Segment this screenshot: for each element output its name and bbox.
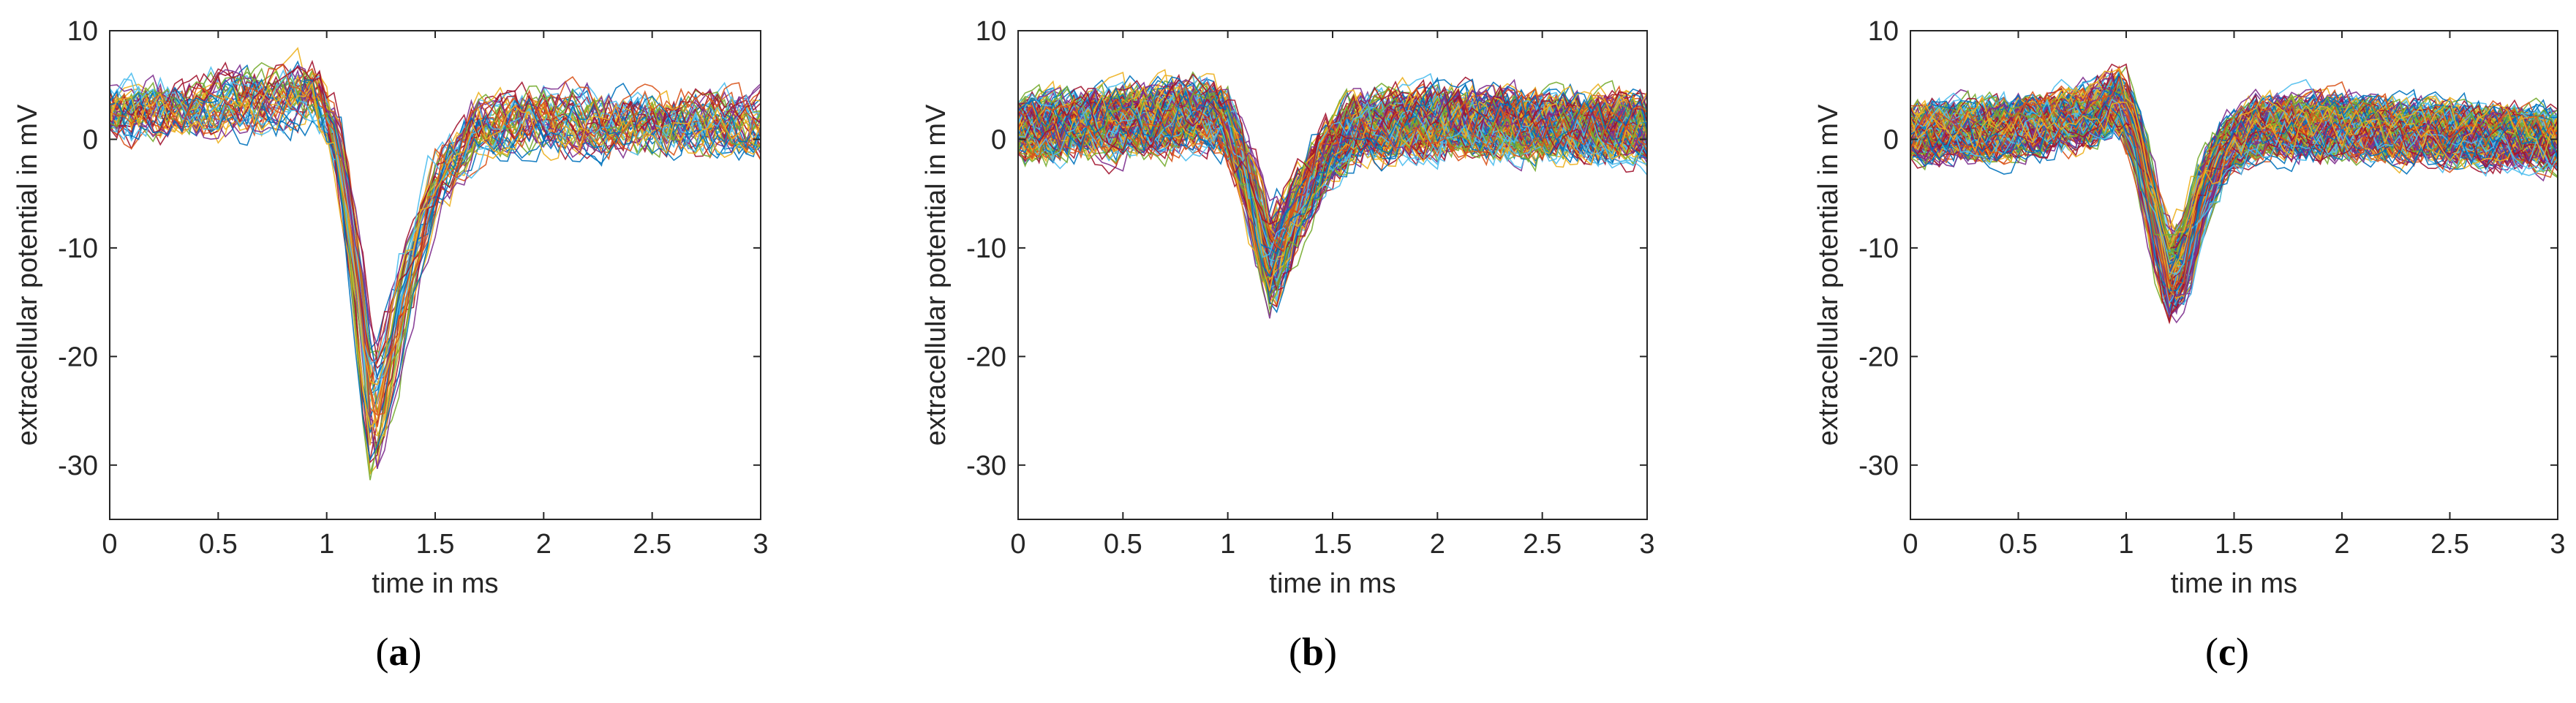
x-tick-label: 2: [2334, 529, 2349, 560]
caption-open-paren: (: [1288, 630, 1302, 674]
trace-line: [1017, 76, 1648, 255]
x-tick-label: 0.5: [1104, 529, 1142, 560]
trace-line: [1017, 85, 1648, 253]
trace-line: [109, 66, 761, 481]
trace-line: [109, 64, 761, 416]
x-axis: 0 0.5 1 1.5 2 2.5 3: [102, 31, 769, 560]
caption-letter: a: [388, 630, 409, 674]
x-tick-label: 1: [1220, 529, 1235, 560]
caption-c: (c): [2117, 629, 2337, 674]
x-tick-label: 3: [1639, 529, 1654, 560]
trace-line: [1910, 80, 2558, 301]
x-axis: 0 0.5 1 1.5 2 2.5 3: [1902, 31, 2566, 560]
trace-line: [109, 78, 761, 462]
trace-line: [1017, 81, 1648, 291]
chart-panel-b: 0 0.5 1 1.5 2 2.5 3 -30 -20 -10 0 10 time in ms ex…: [921, 16, 1655, 599]
y-tick-label: 10: [67, 16, 98, 47]
chart-panel-c: 0 0.5 1 1.5 2 2.5 3 -30 -20 -10 0 10 time in ms ex…: [1813, 16, 2566, 599]
y-tick-label: -10: [58, 233, 98, 264]
x-axis-label: time in ms: [2171, 568, 2297, 599]
trace-line: [1910, 98, 2558, 276]
trace-line: [1910, 76, 2558, 302]
x-tick-label: 1: [2118, 529, 2134, 560]
y-tick-label: -20: [1858, 342, 1899, 372]
x-tick-label: 1.5: [1314, 529, 1352, 560]
trace-line: [1017, 94, 1648, 275]
x-axis: 0 0.5 1 1.5 2 2.5 3: [1010, 31, 1655, 560]
caption-letter: c: [2218, 630, 2236, 674]
y-tick-label: 0: [83, 124, 98, 155]
y-tick-label: -10: [966, 233, 1006, 264]
x-tick-label: 0.5: [199, 529, 238, 560]
traces-group: [1910, 63, 2558, 325]
caption-close-paren: ): [408, 630, 422, 674]
x-tick-label: 1.5: [2215, 529, 2253, 560]
y-tick-label: -20: [966, 342, 1006, 372]
caption-open-paren: (: [375, 630, 389, 674]
caption-b: (b): [1203, 629, 1423, 674]
x-tick-label: 3: [2550, 529, 2565, 560]
x-tick-label: 0.5: [1999, 529, 2038, 560]
y-tick-label: -20: [58, 342, 98, 372]
trace-line: [1017, 78, 1648, 278]
trace-line: [1017, 93, 1648, 252]
trace-line: [1910, 102, 2558, 325]
trace-line: [1910, 101, 2558, 279]
plot-frame: [109, 30, 761, 520]
caption-close-paren: ): [1324, 630, 1337, 674]
trace-line: [1017, 91, 1648, 312]
x-tick-label: 2: [536, 529, 551, 560]
y-axis-label: extracellular potential in mV: [12, 104, 43, 446]
caption-open-paren: (: [2205, 630, 2219, 674]
x-axis-label: time in ms: [1269, 568, 1396, 599]
y-axis: -30 -20 -10 0 10: [966, 16, 1647, 481]
y-tick-label: 0: [991, 124, 1006, 155]
x-tick-label: 1.5: [416, 529, 455, 560]
x-axis-label: time in ms: [372, 568, 498, 599]
caption-letter: b: [1301, 630, 1325, 674]
trace-line: [1017, 73, 1648, 252]
y-tick-label: -30: [1858, 451, 1899, 481]
x-tick-label: 1: [319, 529, 334, 560]
x-tick-label: 0: [1902, 529, 1918, 560]
y-tick-label: -10: [1858, 233, 1899, 264]
y-axis-label: extracellular potential in mV: [1813, 104, 1844, 446]
y-axis-label: extracellular potential in mV: [921, 104, 952, 446]
x-tick-label: 0: [102, 529, 117, 560]
x-tick-label: 3: [753, 529, 768, 560]
x-tick-label: 2.5: [633, 529, 671, 560]
x-tick-label: 2.5: [1523, 529, 1562, 560]
trace-line: [109, 67, 761, 365]
traces-group: [109, 47, 761, 481]
x-tick-label: 0: [1010, 529, 1025, 560]
chart-panel-a: 0 0.5 1 1.5 2 2.5 3 -30 -20 -10 0 10 time in ms ex…: [12, 16, 769, 599]
trace-line: [109, 81, 761, 386]
y-axis: -30 -20 -10 0 10: [58, 16, 761, 481]
x-tick-label: 2.5: [2430, 529, 2469, 560]
trace-line: [1910, 103, 2558, 292]
caption-a: (a): [289, 629, 508, 674]
caption-close-paren: ): [2235, 630, 2249, 674]
y-tick-label: 10: [1868, 16, 1899, 47]
trace-line: [109, 85, 761, 429]
traces-group: [1017, 69, 1648, 319]
trace-line: [1910, 95, 2558, 272]
y-tick-label: -30: [966, 451, 1006, 481]
y-tick-label: -30: [58, 451, 98, 481]
x-tick-label: 2: [1430, 529, 1445, 560]
y-tick-label: 10: [976, 16, 1006, 47]
y-tick-label: 0: [1883, 124, 1899, 155]
y-axis: -30 -20 -10 0 10: [1858, 16, 2558, 481]
trace-line: [109, 68, 761, 366]
